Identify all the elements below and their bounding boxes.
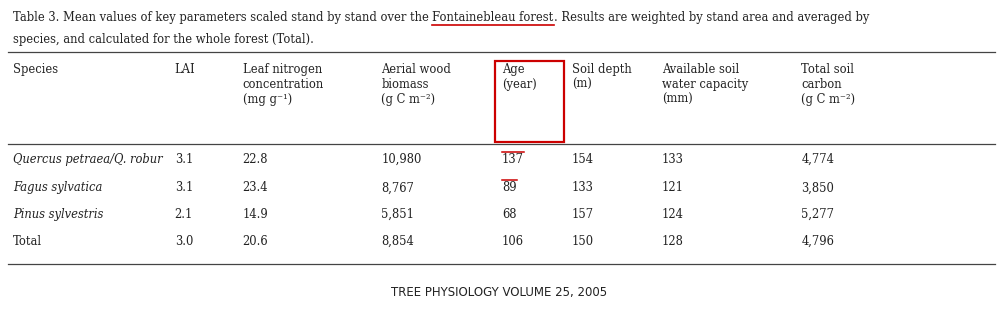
Text: Available soil
water capacity
(mm): Available soil water capacity (mm) xyxy=(662,63,748,105)
Text: 3.0: 3.0 xyxy=(175,235,193,248)
Text: 106: 106 xyxy=(502,235,524,248)
Text: 22.8: 22.8 xyxy=(243,153,268,166)
Text: 2.1: 2.1 xyxy=(175,208,193,221)
Text: species, and calculated for the whole forest (Total).: species, and calculated for the whole fo… xyxy=(13,33,313,46)
Text: 150: 150 xyxy=(572,235,594,248)
Text: 133: 133 xyxy=(572,181,594,194)
Text: 5,851: 5,851 xyxy=(381,208,414,221)
Text: 89: 89 xyxy=(502,181,517,194)
Text: 4,774: 4,774 xyxy=(801,153,834,166)
Text: Table 3. Mean values of key parameters scaled stand by stand over the: Table 3. Mean values of key parameters s… xyxy=(13,11,432,24)
Text: 68: 68 xyxy=(502,208,517,221)
Text: 10,980: 10,980 xyxy=(381,153,421,166)
Text: Leaf nitrogen
concentration
(mg g⁻¹): Leaf nitrogen concentration (mg g⁻¹) xyxy=(243,63,323,105)
Text: 133: 133 xyxy=(662,153,684,166)
Text: 5,277: 5,277 xyxy=(801,208,834,221)
Text: Soil depth
(m): Soil depth (m) xyxy=(572,63,632,90)
Text: 3.1: 3.1 xyxy=(175,181,193,194)
Text: Species: Species xyxy=(13,63,58,76)
Text: 14.9: 14.9 xyxy=(243,208,268,221)
Text: 3,850: 3,850 xyxy=(801,181,834,194)
Text: Age
(year): Age (year) xyxy=(502,63,537,90)
Text: TREE PHYSIOLOGY VOLUME 25, 2005: TREE PHYSIOLOGY VOLUME 25, 2005 xyxy=(391,286,607,299)
Text: Aerial wood
biomass
(g C m⁻²): Aerial wood biomass (g C m⁻²) xyxy=(381,63,451,105)
Text: Fontainebleau forest: Fontainebleau forest xyxy=(432,11,554,24)
Text: 154: 154 xyxy=(572,153,594,166)
Text: Fagus sylvatica: Fagus sylvatica xyxy=(13,181,103,194)
Text: Total: Total xyxy=(13,235,42,248)
Text: 128: 128 xyxy=(662,235,684,248)
Text: 23.4: 23.4 xyxy=(243,181,268,194)
Text: 8,767: 8,767 xyxy=(381,181,414,194)
Text: Quercus petraea/Q. robur: Quercus petraea/Q. robur xyxy=(13,153,163,166)
Text: 3.1: 3.1 xyxy=(175,153,193,166)
Text: LAI: LAI xyxy=(175,63,196,76)
Text: 20.6: 20.6 xyxy=(243,235,268,248)
Text: Pinus sylvestris: Pinus sylvestris xyxy=(13,208,104,221)
Text: 124: 124 xyxy=(662,208,684,221)
Text: Total soil
carbon
(g C m⁻²): Total soil carbon (g C m⁻²) xyxy=(801,63,855,105)
Text: 157: 157 xyxy=(572,208,594,221)
Text: 121: 121 xyxy=(662,181,684,194)
Text: 137: 137 xyxy=(502,153,524,166)
Text: 8,854: 8,854 xyxy=(381,235,414,248)
Text: . Results are weighted by stand area and averaged by: . Results are weighted by stand area and… xyxy=(554,11,869,24)
Text: 4,796: 4,796 xyxy=(801,235,834,248)
